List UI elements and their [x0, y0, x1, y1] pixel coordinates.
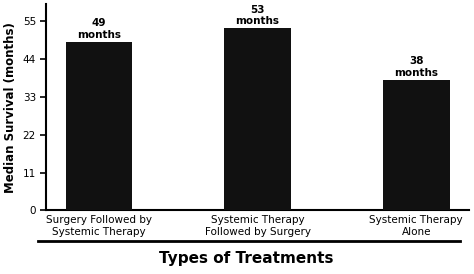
- Text: 49
months: 49 months: [77, 18, 121, 40]
- Bar: [65, 42, 132, 210]
- Text: Types of Treatments: Types of Treatments: [159, 251, 334, 266]
- Text: 38
months: 38 months: [394, 56, 438, 78]
- Bar: [383, 80, 449, 210]
- Y-axis label: Median Survival (months): Median Survival (months): [4, 22, 17, 193]
- Text: 53
months: 53 months: [236, 5, 280, 26]
- Bar: [224, 28, 291, 210]
